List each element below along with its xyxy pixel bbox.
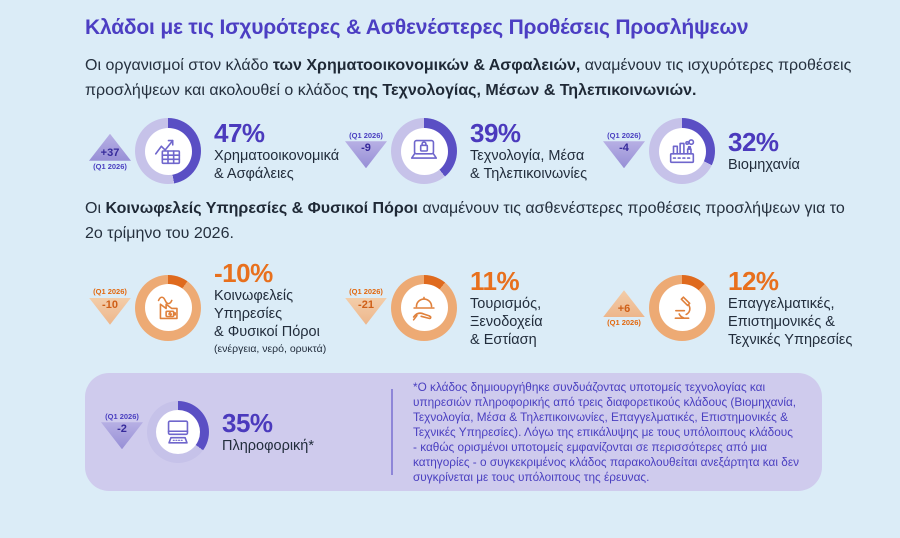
donut-gauge bbox=[649, 118, 715, 184]
sector-percentage: -10% bbox=[214, 258, 273, 288]
donut-gauge bbox=[135, 118, 201, 184]
desktop-computer-icon bbox=[167, 420, 189, 444]
sector-label: Επιστημονικές & bbox=[728, 313, 835, 330]
change-period: (Q1 2026) bbox=[607, 130, 641, 140]
mid-text-2: αναμένουν τις ασθενέστερες προθέσεις προ… bbox=[85, 200, 845, 242]
qoq-change-badge: (Q1 2026) -2 bbox=[97, 413, 147, 452]
change-period: (Q1 2026) bbox=[607, 318, 641, 328]
mid-bold-utilities: Κοινωφελείς Υπηρεσίες & Φυσικοί Πόροι bbox=[105, 200, 418, 217]
change-period: (Q1 2026) bbox=[105, 411, 139, 421]
change-value: -2 bbox=[117, 423, 127, 436]
change-period: (Q1 2026) bbox=[93, 287, 127, 297]
sector-percentage: 32% bbox=[728, 127, 779, 157]
strong-sectors-row: +37 (Q1 2026) 47% Χρηματοοικονομικά & Ασ… bbox=[85, 118, 872, 184]
sector-label: Κοινωφελείς bbox=[214, 288, 294, 304]
qoq-change-badge: (Q1 2026) -21 bbox=[341, 288, 391, 327]
change-period: (Q1 2026) bbox=[349, 130, 383, 140]
change-value: -9 bbox=[361, 142, 371, 155]
serving-dish-hand-icon bbox=[412, 296, 435, 321]
down-triangle-icon: -4 bbox=[603, 141, 645, 169]
page-title: Κλάδοι με τις Ισχυρότερες & Ασθενέστερες… bbox=[85, 16, 749, 39]
qoq-change-badge: (Q1 2026) -9 bbox=[341, 132, 391, 171]
sector-percentage: 47% bbox=[214, 118, 265, 148]
microscope-icon bbox=[674, 295, 691, 319]
change-value: +37 bbox=[100, 146, 120, 159]
sector-card-technology-media-telecom: (Q1 2026) -9 39% Τεχνολογία, Μέσα & Τηλε… bbox=[341, 118, 599, 184]
qoq-change-badge: +37 (Q1 2026) bbox=[85, 132, 135, 171]
sector-card-tourism-hotels-catering: (Q1 2026) -21 11% Τουρισμός, bbox=[341, 267, 599, 349]
sector-label: & Εστίαση bbox=[470, 331, 537, 348]
qoq-change-badge: (Q1 2026) -10 bbox=[85, 288, 135, 327]
chart-growth-icon bbox=[154, 139, 181, 165]
intro-text: Οι οργανισμοί στον κλάδο bbox=[85, 57, 273, 74]
it-sector-footnote: *Ο κλάδος δημιουργήθηκε συνδυάζοντας υπο… bbox=[413, 379, 799, 484]
change-period: (Q1 2026) bbox=[349, 287, 383, 297]
donut-gauge bbox=[147, 401, 209, 463]
sector-label: Επαγγελματικές, bbox=[728, 295, 835, 312]
qoq-change-badge: (Q1 2026) -4 bbox=[599, 132, 649, 171]
sector-label: Βιομηχανία bbox=[728, 157, 800, 173]
sector-card-financial-insurance: +37 (Q1 2026) 47% Χρηματοοικονομικά & Ασ… bbox=[85, 118, 341, 184]
sector-card-industry: (Q1 2026) -4 32% Βιομηχανία bbox=[599, 118, 872, 184]
donut-gauge bbox=[391, 118, 457, 184]
sector-label: Πληροφορική* bbox=[222, 438, 314, 454]
up-triangle-icon: +37 bbox=[89, 133, 131, 161]
sector-label: & Φυσικοί Πόροι bbox=[214, 324, 320, 340]
change-period: (Q1 2026) bbox=[93, 161, 127, 171]
down-triangle-icon: -9 bbox=[345, 141, 387, 169]
sector-card-utilities-natural-resources: (Q1 2026) -10 -10% Κοινωφελείς Υπηρ bbox=[85, 259, 341, 356]
weak-sectors-row: (Q1 2026) -10 -10% Κοινωφελείς Υπηρ bbox=[85, 259, 872, 356]
down-triangle-icon: -10 bbox=[89, 297, 131, 325]
intro-text-2: αναμένουν τις ισχυρότερες προθέσεις προσ… bbox=[85, 57, 852, 99]
sector-card-it: (Q1 2026) -2 35% Πληροφορική* bbox=[85, 401, 391, 463]
sector-card-professional-scientific-technical: +6 (Q1 2026) 12% Επαγγελματικές, Επ bbox=[599, 267, 872, 349]
down-triangle-icon: -21 bbox=[345, 297, 387, 325]
sector-label: Χρηματοοικονομικά bbox=[214, 148, 340, 164]
down-triangle-icon: -2 bbox=[101, 422, 143, 450]
intro-bold-financial: των Χρηματοοικονομικών & Ασφαλειών, bbox=[272, 57, 581, 74]
donut-gauge bbox=[649, 274, 715, 341]
donut-gauge bbox=[391, 274, 457, 341]
sector-label: Τεχνικές Υπηρεσίες bbox=[728, 331, 853, 348]
donut-gauge bbox=[135, 274, 201, 341]
intro-bold-technology: της Τεχνολογίας, Μέσων & Τηλεπικοινωνιών… bbox=[352, 82, 697, 99]
intro-paragraph: Οι οργανισμοί στον κλάδο των Χρηματοοικο… bbox=[85, 53, 860, 103]
sector-percentage: 11% bbox=[470, 265, 520, 296]
change-value: +6 bbox=[617, 303, 631, 316]
sector-percentage: 35% bbox=[222, 408, 273, 438]
factory-icon bbox=[669, 139, 695, 164]
change-value: -4 bbox=[619, 142, 629, 155]
laptop-lock-icon bbox=[410, 139, 438, 159]
sector-label: & Τηλεπικοινωνίες bbox=[470, 166, 588, 182]
vertical-divider bbox=[391, 389, 393, 475]
sector-label: Τεχνολογία, Μέσα bbox=[470, 148, 585, 164]
mid-text: Οι bbox=[85, 200, 106, 217]
sector-label: & Ασφάλειες bbox=[214, 166, 294, 182]
sector-sublabel: (ενέργεια, νερό, ορυκτά) bbox=[214, 343, 327, 355]
mid-paragraph: Οι Κοινωφελείς Υπηρεσίες & Φυσικοί Πόροι… bbox=[85, 196, 860, 246]
sector-label: Ξενοδοχεία bbox=[470, 313, 543, 330]
power-plant-icon bbox=[157, 295, 178, 319]
it-sector-note-box: (Q1 2026) -2 35% Πληροφορική* *Ο κλ bbox=[85, 373, 822, 491]
change-value: -21 bbox=[358, 298, 374, 311]
change-value: -10 bbox=[102, 298, 118, 311]
sector-label: Τουρισμός, bbox=[470, 295, 542, 312]
qoq-change-badge: +6 (Q1 2026) bbox=[599, 288, 649, 327]
up-triangle-icon: +6 bbox=[603, 290, 645, 318]
sector-percentage: 12% bbox=[728, 265, 779, 296]
sector-percentage: 39% bbox=[470, 118, 521, 148]
sector-label: Υπηρεσίες bbox=[214, 306, 283, 322]
